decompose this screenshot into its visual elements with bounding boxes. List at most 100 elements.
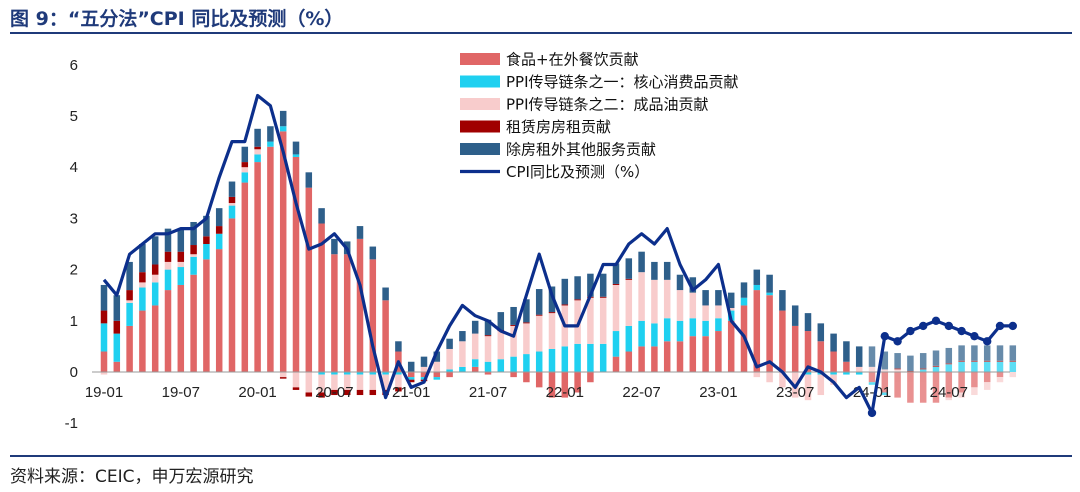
cpi-forecast-point [906, 326, 915, 336]
legend-label: CPI同比及预测（%） [506, 163, 649, 181]
x-tick-label: 22-07 [622, 384, 660, 401]
bar-segment [971, 372, 978, 388]
bar-stack [779, 290, 786, 388]
bar-segment [855, 372, 863, 375]
bar-stack [433, 351, 441, 380]
bar-segment [971, 360, 978, 362]
legend-swatch [460, 120, 500, 133]
bar-segment [203, 259, 210, 372]
bar-stack [446, 338, 453, 378]
bar-segment [727, 292, 735, 308]
bar-segment [305, 392, 313, 397]
bar-stack [228, 181, 236, 372]
bar-segment [676, 274, 684, 291]
bar-segment [663, 261, 671, 280]
bar-segment [228, 205, 236, 219]
bar-segment [817, 374, 825, 396]
bar-segment [715, 318, 722, 332]
bar-segment [804, 372, 812, 375]
bar-segment [446, 369, 453, 372]
bar-stack [369, 246, 377, 396]
bar-segment [945, 397, 953, 401]
bar-segment [459, 366, 466, 372]
bar-stack [305, 172, 313, 397]
bar-stack [945, 347, 953, 401]
bar-segment [535, 315, 543, 352]
bar-stack [292, 141, 300, 390]
y-tick-label: 5 [70, 108, 78, 125]
bar-segment [510, 372, 517, 378]
bar-segment [241, 167, 249, 173]
bar-segment [139, 287, 146, 311]
bar-stack [868, 346, 876, 385]
bar-segment [907, 372, 914, 403]
bar-segment [267, 126, 274, 142]
bar-stack [804, 313, 812, 401]
bar-segment [958, 345, 965, 361]
bar-segment [254, 149, 261, 155]
bar-segment [830, 351, 837, 372]
bar-segment [164, 261, 172, 270]
bar-segment [983, 361, 991, 372]
bar-segment [702, 290, 709, 306]
x-tick-label: 24-07 [930, 384, 968, 401]
bar-stack [151, 236, 159, 372]
bar-segment [548, 372, 556, 398]
x-tick-label: 21-01 [392, 384, 430, 401]
bar-segment [471, 359, 479, 367]
bar-segment [843, 361, 850, 372]
bar-segment [702, 336, 709, 372]
bar-segment [151, 282, 159, 306]
bar-segment [791, 325, 799, 372]
bar-segment [203, 236, 210, 244]
bar-stack [958, 345, 965, 398]
bar-segment [702, 320, 709, 337]
bar-segment [561, 346, 569, 372]
bar-stack [100, 284, 108, 375]
bar-stack [983, 345, 991, 390]
cpi-forecast-point [944, 321, 953, 331]
bar-segment [369, 372, 377, 375]
bar-segment [484, 336, 492, 362]
bar-stack [139, 244, 146, 372]
bar-segment [881, 351, 889, 370]
bar-segment [830, 333, 837, 352]
bar-segment [433, 361, 441, 372]
bar-segment [126, 261, 133, 291]
x-tick-label: 20-01 [238, 384, 276, 401]
bar-stack [190, 221, 197, 372]
bar-stack [830, 333, 837, 385]
bar-segment [663, 341, 671, 372]
bar-segment [331, 238, 338, 255]
bar-segment [446, 338, 453, 349]
bar-segment [625, 279, 633, 326]
bar-segment [343, 389, 351, 396]
chart-title: 图 9：“五分法”CPI 同比及预测（%） [10, 8, 344, 30]
bar-segment [727, 308, 735, 311]
bar-stack [510, 306, 517, 378]
bar-stack [932, 350, 940, 403]
bar-segment [279, 377, 287, 379]
bar-segment [407, 379, 415, 383]
bar-segment [907, 370, 914, 372]
bar-segment [1009, 361, 1017, 372]
bar-segment [983, 360, 991, 362]
bar-segment [203, 244, 210, 260]
bar-segment [523, 323, 530, 355]
bar-stack [215, 208, 223, 372]
bar-stack [279, 110, 287, 379]
cpi-forecast-point [893, 337, 902, 346]
bar-segment [407, 372, 415, 378]
bar-segment [177, 261, 185, 268]
bar-segment [177, 267, 185, 285]
bar-segment [510, 325, 517, 357]
bar-segment [894, 372, 901, 398]
source-rule [10, 455, 1072, 457]
bar-segment [804, 331, 812, 372]
bar-segment [305, 172, 313, 188]
bar-stack [638, 251, 645, 372]
bar-segment [100, 351, 108, 372]
legend-swatch [460, 98, 500, 110]
y-tick-label: 2 [70, 262, 78, 279]
bar-segment [715, 290, 722, 306]
